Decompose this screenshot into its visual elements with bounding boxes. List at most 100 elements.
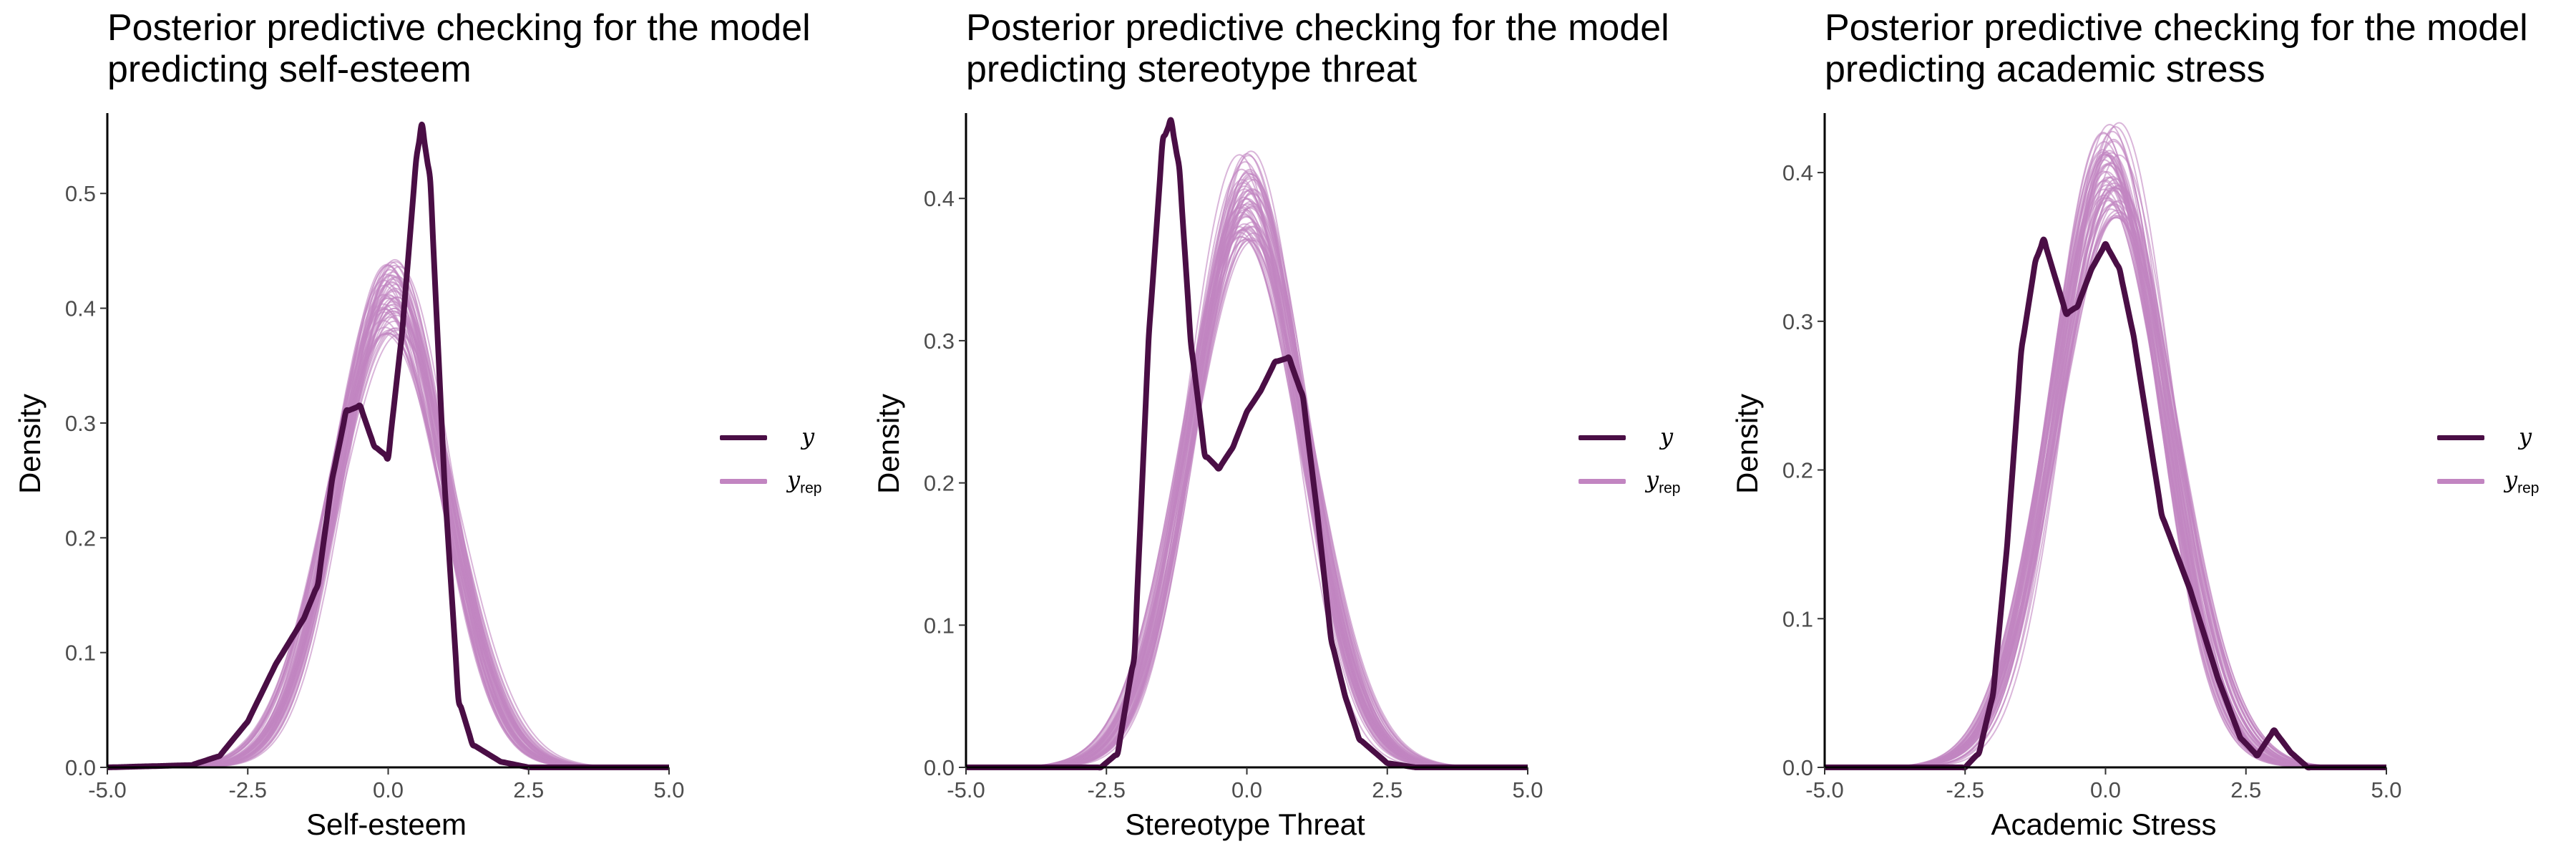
yrep-draw-line xyxy=(1825,163,2386,768)
legend-yrep-base: y xyxy=(2504,466,2518,493)
yrep-draw-line xyxy=(107,261,669,768)
yrep-draw-line xyxy=(1825,178,2386,768)
yrep-draw-line xyxy=(966,207,1528,768)
yrep-draw-line xyxy=(966,152,1528,768)
yrep-draw-line xyxy=(1825,141,2386,768)
yrep-draw-line xyxy=(1825,175,2386,768)
yrep-draw-line xyxy=(1825,182,2386,768)
legend-swatch-yrep xyxy=(720,479,767,484)
x-tick-label: 2.5 xyxy=(2230,777,2261,802)
yrep-draw-line xyxy=(966,225,1528,768)
y-tick-label: 0.5 xyxy=(65,181,96,206)
yrep-draw-line xyxy=(1825,214,2387,768)
yrep-draw-line xyxy=(966,238,1528,768)
legend-label-yrep: yrep xyxy=(2504,465,2539,503)
yrep-draw-line xyxy=(966,231,1528,768)
x-tick-label: 2.5 xyxy=(1372,777,1402,802)
yrep-series xyxy=(1825,122,2387,768)
yrep-series xyxy=(107,258,669,768)
yrep-draw-line xyxy=(107,311,669,768)
yrep-draw-line xyxy=(966,207,1528,768)
yrep-draw-line xyxy=(107,329,669,768)
yrep-draw-line xyxy=(1825,177,2386,768)
yrep-draw-line xyxy=(966,215,1528,768)
yrep-draw-line xyxy=(107,284,669,768)
yrep-draw-line xyxy=(107,304,669,768)
y-tick-label: 0.3 xyxy=(924,329,955,354)
yrep-draw-line xyxy=(1825,216,2387,768)
yrep-series xyxy=(966,150,1528,768)
yrep-draw-line xyxy=(107,296,669,768)
yrep-draw-line xyxy=(1825,208,2386,768)
yrep-draw-line xyxy=(966,192,1528,768)
legend-yrep-base: y xyxy=(787,466,801,493)
yrep-draw-line xyxy=(966,215,1528,768)
yrep-draw-line xyxy=(107,310,669,768)
yrep-draw-line xyxy=(966,225,1528,768)
yrep-draw-line xyxy=(966,228,1528,768)
x-tick-label: 5.0 xyxy=(1512,777,1543,802)
yrep-draw-line xyxy=(1825,179,2386,768)
legend-swatch-y xyxy=(1579,435,1626,440)
legend: y yrep xyxy=(2433,415,2569,508)
yrep-draw-line xyxy=(1825,187,2386,768)
yrep-draw-line xyxy=(107,293,669,768)
yrep-draw-line xyxy=(1825,184,2386,768)
yrep-draw-line xyxy=(1825,200,2386,768)
yrep-draw-line xyxy=(107,326,669,768)
plot-area: 0.0 0.1 0.2 0.3 0.4 0.5 -5.0 -2.5 0.0 2.5 5.0 xyxy=(65,113,685,802)
yrep-draw-line xyxy=(107,289,669,768)
x-tick-label: 0.0 xyxy=(2090,777,2121,802)
yrep-draw-line xyxy=(107,312,669,768)
plot-area: 0.0 0.1 0.2 0.3 0.4 -5.0 -2.5 0.0 2.5 5.0 xyxy=(1782,113,2402,802)
yrep-draw-line xyxy=(107,307,669,768)
x-tick-label: 0.0 xyxy=(373,777,404,802)
yrep-draw-line xyxy=(966,223,1528,768)
yrep-draw-line xyxy=(966,225,1528,768)
y-tick-label: 0.0 xyxy=(1782,755,1813,780)
x-tick-label: -5.0 xyxy=(88,777,126,802)
yrep-draw-line xyxy=(107,327,669,768)
yrep-draw-line xyxy=(966,198,1528,768)
yrep-draw-line xyxy=(1825,217,2387,768)
chart-panel-1: Posterior predictive checking for the mo… xyxy=(0,0,859,859)
chart-panel-2: Posterior predictive checking for the mo… xyxy=(859,0,1717,859)
yrep-draw-line xyxy=(107,296,669,768)
yrep-draw-line xyxy=(966,236,1528,768)
yrep-draw-line xyxy=(1825,190,2386,768)
legend-label-y: y xyxy=(801,423,815,450)
yrep-draw-line xyxy=(966,154,1528,768)
yrep-draw-line xyxy=(1825,159,2386,768)
yrep-draw-line xyxy=(107,283,669,768)
yrep-draw-line xyxy=(107,276,669,768)
yrep-draw-line xyxy=(107,320,669,768)
y-tick-label: 0.1 xyxy=(65,641,96,666)
yrep-draw-line xyxy=(966,200,1528,768)
yrep-draw-line xyxy=(1825,211,2387,768)
yrep-draw-line xyxy=(107,307,669,768)
yrep-draw-line xyxy=(966,232,1528,768)
yrep-draw-line xyxy=(107,281,669,768)
legend-label-yrep: yrep xyxy=(787,465,821,503)
yrep-draw-line xyxy=(966,172,1528,768)
yrep-draw-line xyxy=(966,170,1528,768)
legend-label-yrep: yrep xyxy=(1646,465,1680,503)
yrep-draw-line xyxy=(1825,197,2386,768)
yrep-draw-line xyxy=(966,168,1528,768)
yrep-draw-line xyxy=(966,221,1528,768)
yrep-draw-line xyxy=(966,206,1528,768)
yrep-draw-line xyxy=(107,282,669,768)
x-tick-label: -2.5 xyxy=(1946,777,1984,802)
yrep-draw-line xyxy=(1825,200,2386,768)
yrep-draw-line xyxy=(107,279,669,768)
x-axis-label: Self-esteem xyxy=(306,807,467,841)
yrep-draw-line xyxy=(107,261,669,768)
yrep-draw-line xyxy=(966,173,1528,768)
yrep-draw-line xyxy=(966,190,1528,768)
y-tick-label: 0.4 xyxy=(924,186,955,211)
yrep-draw-line xyxy=(107,290,669,768)
legend-item-yrep: yrep xyxy=(1574,465,1710,496)
x-tick-label: -5.0 xyxy=(947,777,985,802)
yrep-draw-line xyxy=(966,213,1528,768)
yrep-draw-line xyxy=(107,274,669,768)
